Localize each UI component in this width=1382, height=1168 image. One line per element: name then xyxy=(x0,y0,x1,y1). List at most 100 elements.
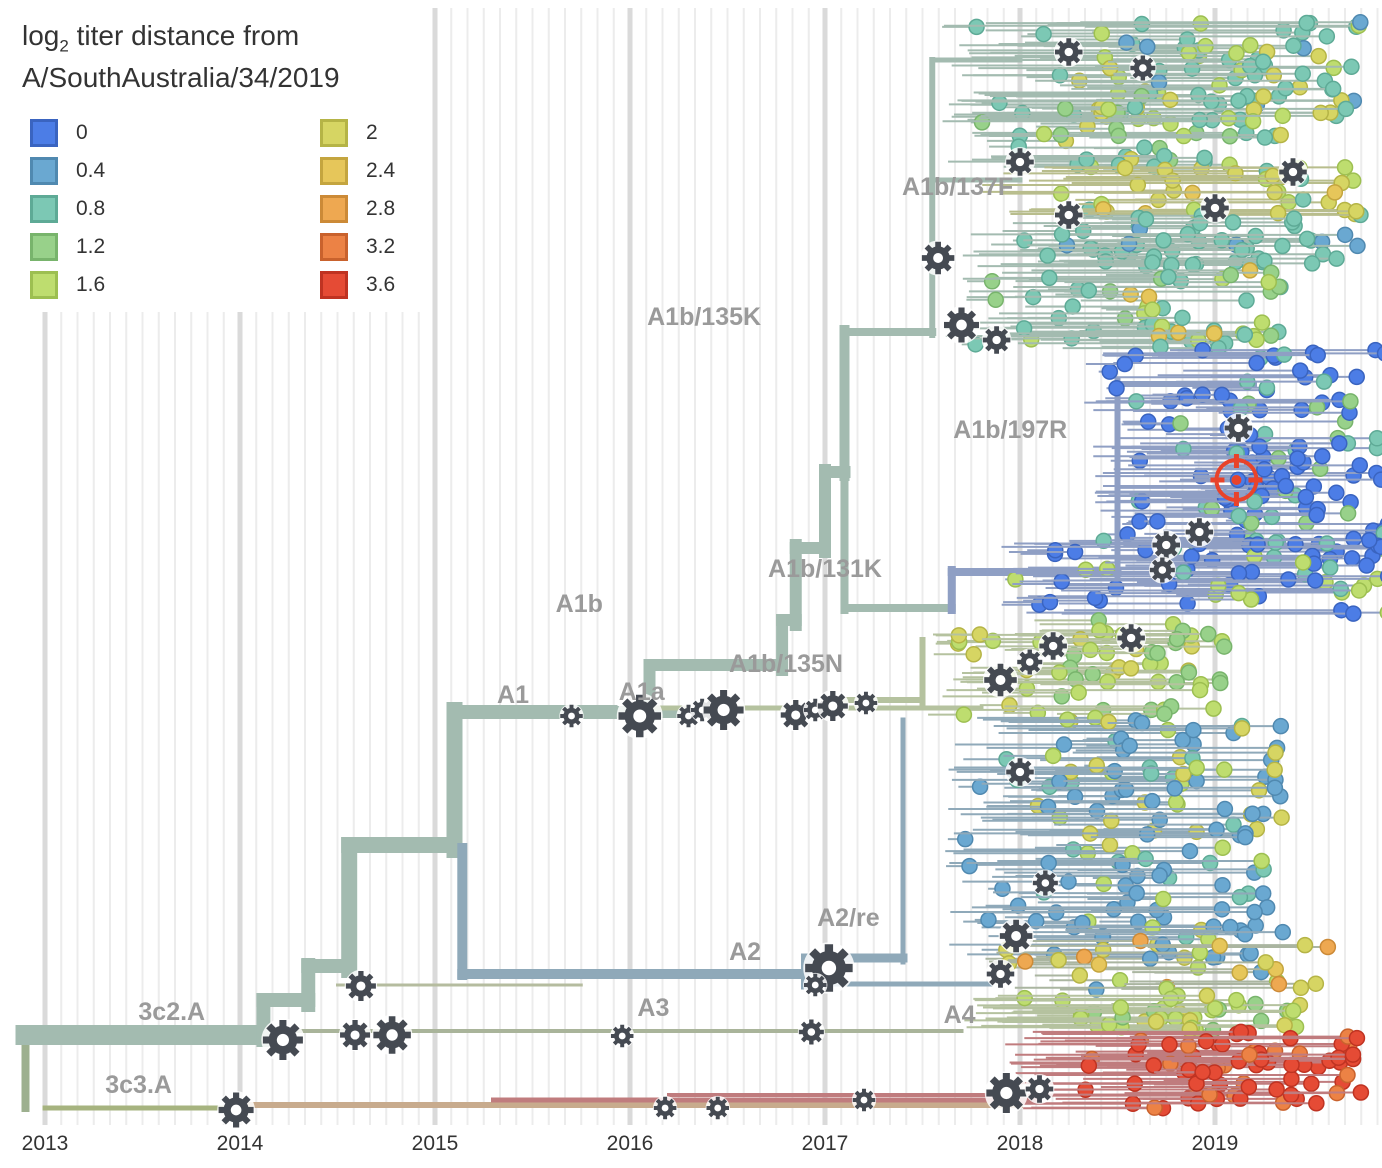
tip-node xyxy=(1240,1078,1258,1096)
gear-hole xyxy=(862,699,870,707)
tip-node xyxy=(1352,14,1369,31)
tip-node xyxy=(1035,125,1053,143)
tip-node xyxy=(1053,688,1071,705)
gear-hole xyxy=(633,709,647,723)
tip-node xyxy=(1345,530,1362,548)
tip-node xyxy=(1274,107,1291,125)
x-tick-label: 2017 xyxy=(802,1132,849,1155)
gear-tooth xyxy=(1163,531,1169,538)
gear-hole xyxy=(1126,633,1136,643)
mutation-gear-icon xyxy=(1148,556,1176,584)
legend-item: 0 xyxy=(30,118,88,148)
tip-node xyxy=(1266,779,1284,796)
gear-tooth xyxy=(1066,222,1072,229)
legend-title-line1: titer distance from xyxy=(68,20,300,51)
tip-node xyxy=(1291,79,1309,96)
tip-node xyxy=(1268,1081,1285,1098)
tip-node xyxy=(1179,595,1196,612)
tip-node xyxy=(1236,925,1254,943)
gear-hole xyxy=(1048,641,1058,651)
gear-hole xyxy=(791,710,801,720)
gear-hole xyxy=(1158,566,1167,574)
gear-tooth xyxy=(1017,758,1023,765)
tip-node xyxy=(1216,761,1233,778)
gear-tooth xyxy=(1160,557,1165,564)
tip-node xyxy=(1230,92,1247,109)
tip-node xyxy=(1128,884,1145,902)
tip-node xyxy=(1298,14,1315,32)
gear-tooth xyxy=(935,266,941,275)
tip-node xyxy=(991,94,1008,112)
tip-node xyxy=(1274,923,1292,941)
gear-tooth xyxy=(813,990,818,997)
clade-label: A1b/135K xyxy=(647,303,761,331)
tip-node xyxy=(1129,913,1147,930)
tip-node xyxy=(1060,873,1077,890)
tip-node xyxy=(1116,159,1134,177)
tip-node xyxy=(1027,912,1045,930)
legend-item: 1.6 xyxy=(30,270,105,300)
gear-tooth xyxy=(358,993,364,1001)
gear-tooth xyxy=(824,980,834,992)
tip-node xyxy=(1343,58,1360,76)
tip-node xyxy=(1080,1057,1098,1074)
legend-swatch xyxy=(320,157,348,185)
tip-node xyxy=(1161,1036,1178,1053)
tip-node xyxy=(1101,836,1119,854)
tip-node xyxy=(1181,842,1199,860)
tip-node xyxy=(1071,967,1089,984)
legend-label: 1.2 xyxy=(76,235,106,258)
tip-node xyxy=(1185,721,1202,739)
gear-hole xyxy=(714,1104,722,1112)
tip-node xyxy=(1035,25,1052,43)
gear-tooth xyxy=(686,704,691,711)
tip-node xyxy=(1254,885,1272,902)
tip-node xyxy=(1172,415,1189,432)
tip-node xyxy=(1196,149,1213,167)
tip-node xyxy=(1147,1013,1165,1030)
gear-tooth xyxy=(352,1042,358,1050)
tip-node xyxy=(1211,937,1228,955)
tip-node xyxy=(1339,1066,1356,1084)
mutation-gear-icon xyxy=(261,1018,305,1062)
tip-node xyxy=(1151,811,1168,829)
tip-node xyxy=(1206,1000,1224,1017)
tip-node xyxy=(980,911,997,929)
tip-node xyxy=(1121,737,1138,754)
gear-hole xyxy=(1064,210,1073,220)
tip-node xyxy=(1274,237,1291,255)
tip-node xyxy=(1336,226,1354,244)
tip-node xyxy=(1214,839,1231,857)
mutation-gear-icon xyxy=(981,325,1012,355)
clade-label: A2/re xyxy=(817,904,880,932)
clade-label: A1b/137F xyxy=(902,173,1013,201)
gear-hole xyxy=(1210,203,1220,213)
tip-node xyxy=(1345,605,1362,622)
x-tick-label: 2019 xyxy=(1192,1132,1239,1155)
gear-tooth xyxy=(813,698,818,705)
legend-item: 3.6 xyxy=(320,270,395,300)
tip-node xyxy=(1256,129,1274,146)
gear-tooth xyxy=(279,1020,287,1030)
gear-tooth xyxy=(1027,649,1032,656)
tip-node xyxy=(956,830,974,848)
clade-label: A1 xyxy=(497,681,529,709)
mutation-gear-icon xyxy=(1031,869,1059,897)
clade-label: A3 xyxy=(637,994,669,1022)
tip-node xyxy=(1112,999,1130,1016)
gear-tooth xyxy=(994,326,1000,333)
tip-node xyxy=(1126,98,1144,116)
gear-hole xyxy=(1139,64,1147,72)
tip-node xyxy=(1205,325,1223,342)
legend-item: 2.4 xyxy=(320,156,395,186)
gear-tooth xyxy=(388,1044,396,1054)
tip-node xyxy=(1213,386,1231,404)
tip-node xyxy=(1183,548,1200,565)
gear-tooth xyxy=(1050,653,1056,660)
tip-node xyxy=(1108,379,1125,397)
tip-node xyxy=(1352,1084,1370,1101)
gear-tooth xyxy=(813,973,818,980)
tip-node xyxy=(1160,268,1177,286)
tip-node xyxy=(1052,126,1070,143)
tip-node xyxy=(1099,673,1116,691)
